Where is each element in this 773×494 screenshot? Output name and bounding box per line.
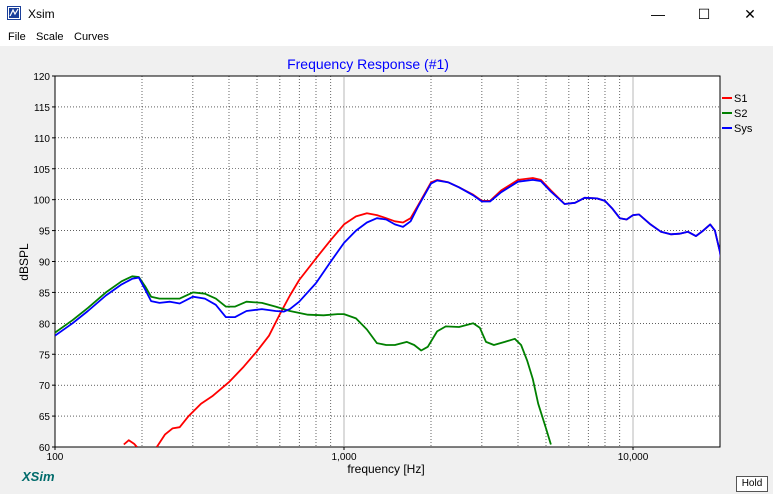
xsim-logo: XSim [21,469,55,484]
series-line-s1 [123,439,138,447]
y-tick-label: 105 [33,165,50,176]
y-tick-label: 115 [34,103,50,114]
xsim-app-icon [7,6,21,20]
menu-bar: File Scale Curves [0,28,773,46]
close-button[interactable]: ✕ [727,0,773,28]
y-tick-label: 85 [39,288,51,299]
plot-frame [54,75,721,448]
y-tick-label: 80 [39,319,51,330]
series-line-s2 [55,275,552,445]
x-tick-label: 100 [47,452,64,463]
y-tick-label: 75 [39,350,51,361]
x-tick-label: 10,000 [618,452,649,463]
menu-file[interactable]: File [8,31,26,43]
minimize-button[interactable]: — [635,0,681,28]
y-tick-label: 70 [39,381,51,392]
window-title: Xsim [28,7,55,21]
y-tick-label: 120 [33,72,50,83]
maximize-icon: ☐ [697,5,711,22]
x-axis-label: frequency [Hz] [347,462,424,476]
title-bar: Xsim — ☐ ✕ [0,0,773,28]
hold-button[interactable]: Hold [736,476,768,492]
close-icon: ✕ [744,5,756,22]
y-tick-label: 100 [33,196,50,207]
y-tick-label: 60 [39,443,51,454]
legend-label: S2 [734,108,747,120]
x-tick-label: 1,000 [331,452,356,463]
menu-curves[interactable]: Curves [74,31,109,43]
y-tick-label: 95 [39,227,51,238]
minimize-icon: — [651,6,665,22]
y-tick-label: 90 [39,258,51,269]
legend-label: S1 [734,93,747,105]
y-tick-label: 110 [34,134,50,145]
menu-scale[interactable]: Scale [36,31,64,43]
frequency-response-chart: 60 65 70 75 80 85 90 95 100 105 110 115 120 100 1,000… [17,56,753,484]
legend-label: Sys [734,123,753,135]
y-axis-label: dBSPL [17,243,31,281]
series-line-sys [55,179,720,337]
maximize-button[interactable]: ☐ [681,0,727,28]
chart-title: Frequency Response (#1) [287,56,449,72]
plot-area: 60 65 70 75 80 85 90 95 100 105 110 115 120 100 1,000… [0,46,773,494]
y-tick-label: 65 [39,412,51,423]
